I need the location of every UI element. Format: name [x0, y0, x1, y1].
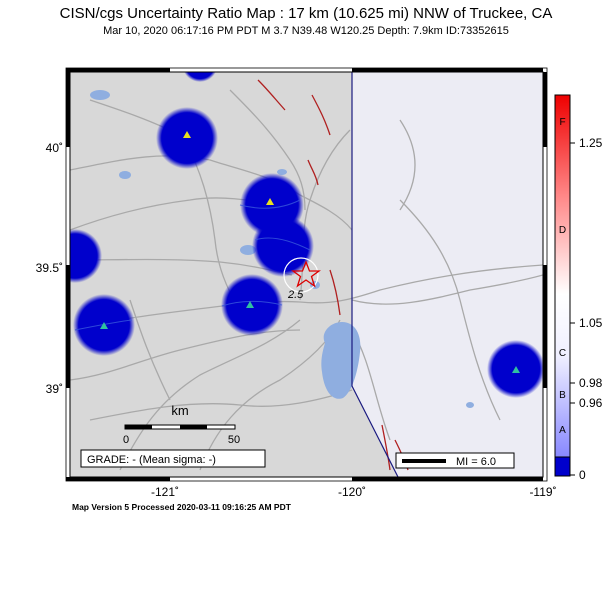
grade-letter-F: F [559, 117, 565, 128]
colorbar-gradient [554, 94, 571, 458]
station-triangle [266, 198, 274, 205]
x-tick-label: -119˚ [529, 485, 556, 499]
colorbar-value: 0 [579, 468, 586, 482]
lake [119, 171, 131, 179]
scale-bar: km 0 50 [123, 403, 240, 446]
y-tick-label: 39.5˚ [36, 261, 63, 275]
scale-tick-0: 0 [123, 434, 129, 446]
station-triangle [183, 131, 191, 138]
lake [240, 245, 256, 255]
scale-label: km [171, 403, 188, 418]
station-triangle [246, 301, 254, 308]
mi-legend: MI = 6.0 [395, 452, 515, 469]
mi-legend-text: MI = 6.0 [456, 456, 496, 468]
grade-letter-A: A [559, 425, 566, 436]
axis-labels: -121˚ -120˚ -119˚ 40˚ 39.5˚ 39˚ [36, 141, 557, 499]
seismic-stations [100, 131, 520, 373]
lake [277, 169, 287, 175]
x-tick-label: -120˚ [338, 485, 366, 499]
map-frame [65, 67, 548, 482]
lake [466, 402, 474, 408]
x-tick-label: -121˚ [151, 485, 179, 499]
grade-box: GRADE: - (Mean sigma: -) [80, 449, 266, 468]
state-boundary [351, 72, 399, 477]
lake-tahoe [321, 322, 361, 399]
y-tick-label: 40˚ [46, 141, 63, 155]
map-version-footer: Map Version 5 Processed 2020-03-11 09:16… [72, 502, 291, 512]
grade-letter-C: C [559, 348, 566, 359]
station-triangle [512, 366, 520, 373]
colorbar-value: 1.05 [579, 316, 603, 330]
colorbar-value: 0.98 [579, 376, 603, 390]
colorbar-value: 1.25 [579, 136, 603, 150]
map-title: CISN/cgs Uncertainty Ratio Map : 17 km (… [59, 5, 553, 22]
epicenter-contour [283, 257, 319, 293]
lake [90, 90, 110, 100]
colorbar-value: 0.96 [579, 396, 603, 410]
scale-tick-50: 50 [228, 434, 240, 446]
epicenter-star [291, 260, 321, 288]
grade-text: GRADE: - (Mean sigma: -) [87, 454, 216, 466]
grade-letter-D: D [559, 225, 566, 236]
grade-letter-B: B [559, 390, 566, 401]
station-triangle [100, 322, 108, 329]
event-info: Mar 10, 2020 06:17:16 PM PDT M 3.7 N39.4… [103, 25, 509, 37]
color-scale-bar: F D C B A 1.25 1.05 0.98 0.96 0 [554, 94, 603, 482]
contour-label: 2.5 [287, 289, 304, 301]
nevada-region [352, 72, 543, 477]
y-tick-label: 39˚ [46, 382, 63, 396]
colorbar-zero-swatch [554, 456, 571, 477]
fault-lines [257, 79, 409, 471]
